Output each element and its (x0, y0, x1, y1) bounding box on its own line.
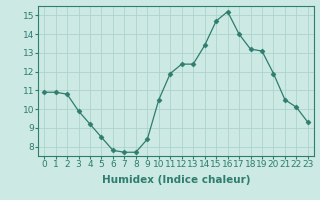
X-axis label: Humidex (Indice chaleur): Humidex (Indice chaleur) (102, 175, 250, 185)
